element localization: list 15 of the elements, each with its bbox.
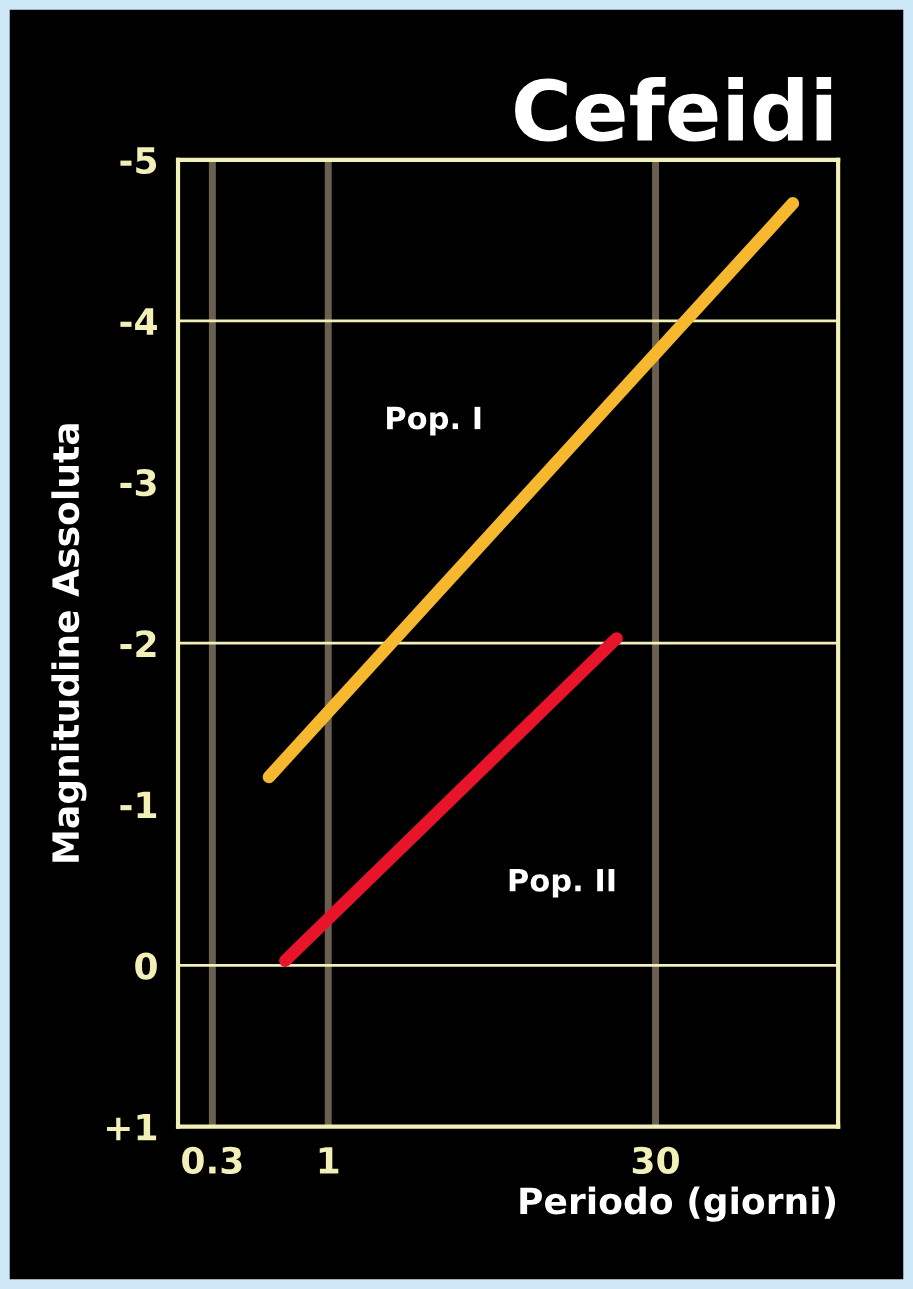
x-tick-label: 30 xyxy=(632,1146,679,1174)
x-tick-label: 1 xyxy=(319,1147,339,1174)
y-tick-label: -4 xyxy=(120,308,157,335)
y-tick-label: -3 xyxy=(120,469,156,497)
x-tick-label: 0.3 xyxy=(182,1146,242,1174)
y-tick-label: 0 xyxy=(135,952,157,980)
text: Pop. I xyxy=(387,406,481,436)
y-tick-label: -5 xyxy=(120,147,157,175)
x-axis-title: Periodo (giorni) xyxy=(520,1186,836,1222)
text: Pop. II xyxy=(509,868,615,898)
chart-title: Cefeidi xyxy=(515,77,832,142)
y-tick-label: -1 xyxy=(120,791,157,819)
y-axis-title: Magnitudine Assoluta xyxy=(51,424,87,862)
y-tick-label: -2 xyxy=(120,630,156,657)
y-tick-label: +1 xyxy=(107,1113,157,1141)
